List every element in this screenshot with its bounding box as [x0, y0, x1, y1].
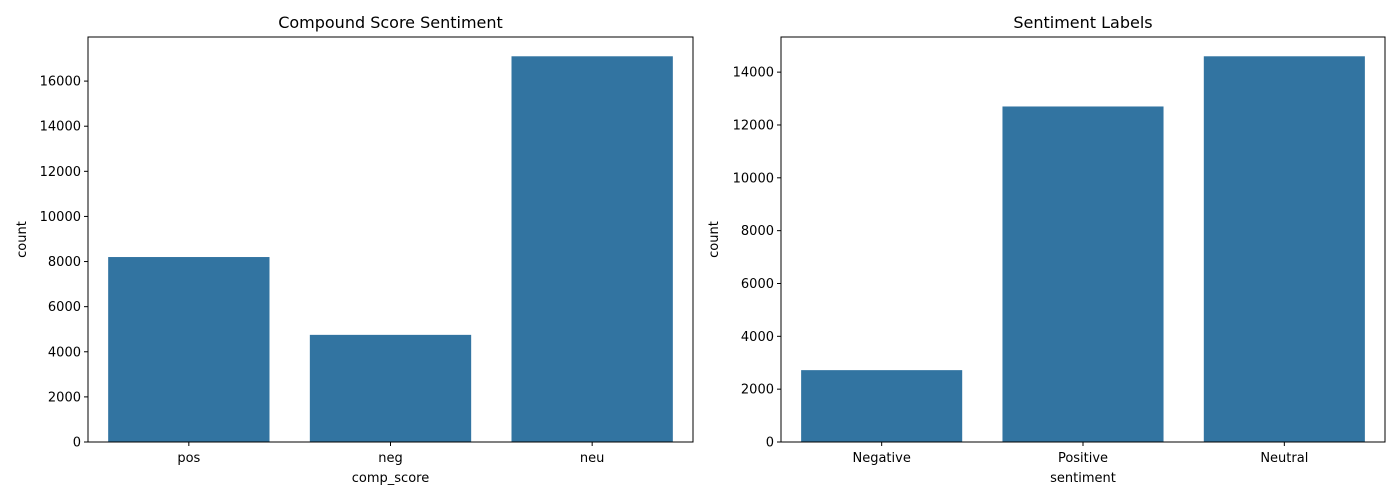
chart-compound-score: Compound Score Sentiment 0 2000 4000 6000 80…	[15, 13, 694, 486]
y-tick-label: 14000	[40, 120, 81, 135]
y-axis-ticks: 0 2000 4000 6000 8000 10000 12000 14000	[733, 66, 781, 451]
x-tick-label: neg	[378, 451, 403, 466]
bars	[801, 56, 1365, 443]
y-axis-label: count	[15, 221, 30, 258]
chart-title: Compound Score Sentiment	[278, 13, 503, 32]
y-tick-label: 6000	[741, 277, 774, 292]
y-axis-label: count	[707, 221, 722, 258]
bar-neu	[511, 56, 673, 443]
y-tick-label: 4000	[741, 330, 774, 345]
x-tick-label: Positive	[1058, 451, 1108, 466]
bar-positive	[1002, 106, 1164, 442]
y-tick-label: 0	[766, 436, 774, 451]
x-axis-ticks: pos neg neu	[177, 442, 604, 466]
y-tick-label: 8000	[741, 224, 774, 239]
y-tick-label: 2000	[741, 383, 774, 398]
x-tick-label: Negative	[852, 451, 910, 466]
x-axis-label: comp_score	[352, 471, 429, 486]
y-axis-ticks: 0 2000 4000 6000 8000 10000 12000 14000 16000	[40, 75, 88, 451]
bars	[108, 56, 673, 443]
y-tick-label: 14000	[733, 66, 774, 81]
y-tick-label: 8000	[48, 255, 81, 270]
bar-neg	[309, 334, 472, 442]
y-tick-label: 4000	[48, 345, 81, 360]
x-axis-label: sentiment	[1050, 471, 1116, 486]
x-axis-ticks: Negative Positive Neutral	[852, 442, 1308, 466]
y-tick-label: 10000	[40, 210, 81, 225]
y-tick-label: 10000	[733, 171, 774, 186]
x-tick-label: neu	[580, 451, 604, 466]
y-tick-label: 12000	[40, 165, 81, 180]
chart-title: Sentiment Labels	[1013, 13, 1152, 32]
y-tick-label: 2000	[48, 390, 81, 405]
y-tick-label: 12000	[733, 118, 774, 133]
bar-pos	[108, 257, 270, 442]
bar-negative	[801, 370, 963, 442]
y-tick-label: 6000	[48, 300, 81, 315]
x-tick-label: pos	[177, 451, 200, 466]
y-tick-label: 16000	[40, 75, 81, 90]
y-tick-label: 0	[73, 436, 81, 451]
bar-neutral	[1203, 56, 1365, 443]
x-tick-label: Neutral	[1260, 451, 1308, 466]
chart-sentiment-labels: Sentiment Labels 0 2000 4000 6000 8000 10000 1…	[707, 13, 1386, 486]
